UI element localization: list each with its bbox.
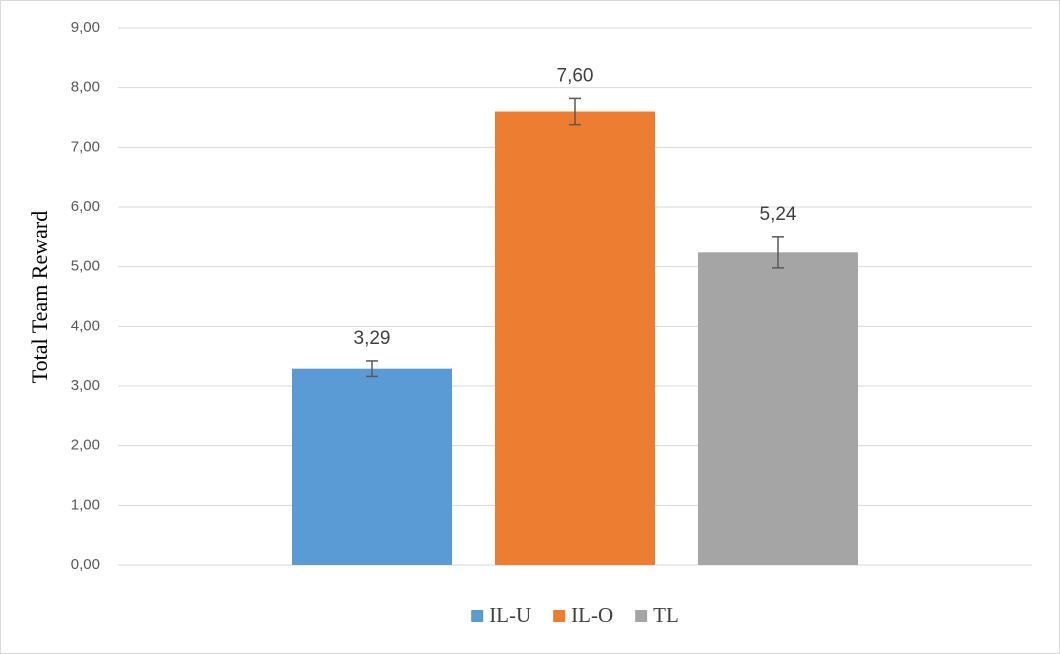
bar [495, 111, 655, 566]
legend-label: IL-U [489, 603, 531, 627]
data-label: 5,24 [760, 204, 797, 225]
data-label: 7,60 [557, 65, 594, 86]
legend-label: IL-O [571, 603, 613, 627]
bar [292, 368, 452, 565]
y-tick-label: 0,00 [71, 556, 100, 573]
y-tick-label: 5,00 [71, 258, 100, 275]
legend-swatch [471, 610, 484, 622]
data-label: 3,29 [354, 328, 391, 349]
legend-swatch [553, 610, 566, 622]
y-tick-label: 4,00 [71, 317, 100, 334]
y-tick-label: 9,00 [71, 19, 100, 36]
legend-label: TL [653, 603, 679, 627]
bar [698, 252, 858, 565]
y-tick-label: 6,00 [71, 198, 100, 215]
y-tick-label: 3,00 [71, 377, 100, 394]
y-axis-label: Total Team Reward [27, 211, 52, 383]
y-tick-label: 8,00 [71, 79, 100, 96]
y-tick-label: 2,00 [71, 437, 100, 454]
y-tick-label: 7,00 [71, 138, 100, 155]
legend-swatch [635, 610, 648, 622]
y-tick-label: 1,00 [71, 496, 100, 513]
